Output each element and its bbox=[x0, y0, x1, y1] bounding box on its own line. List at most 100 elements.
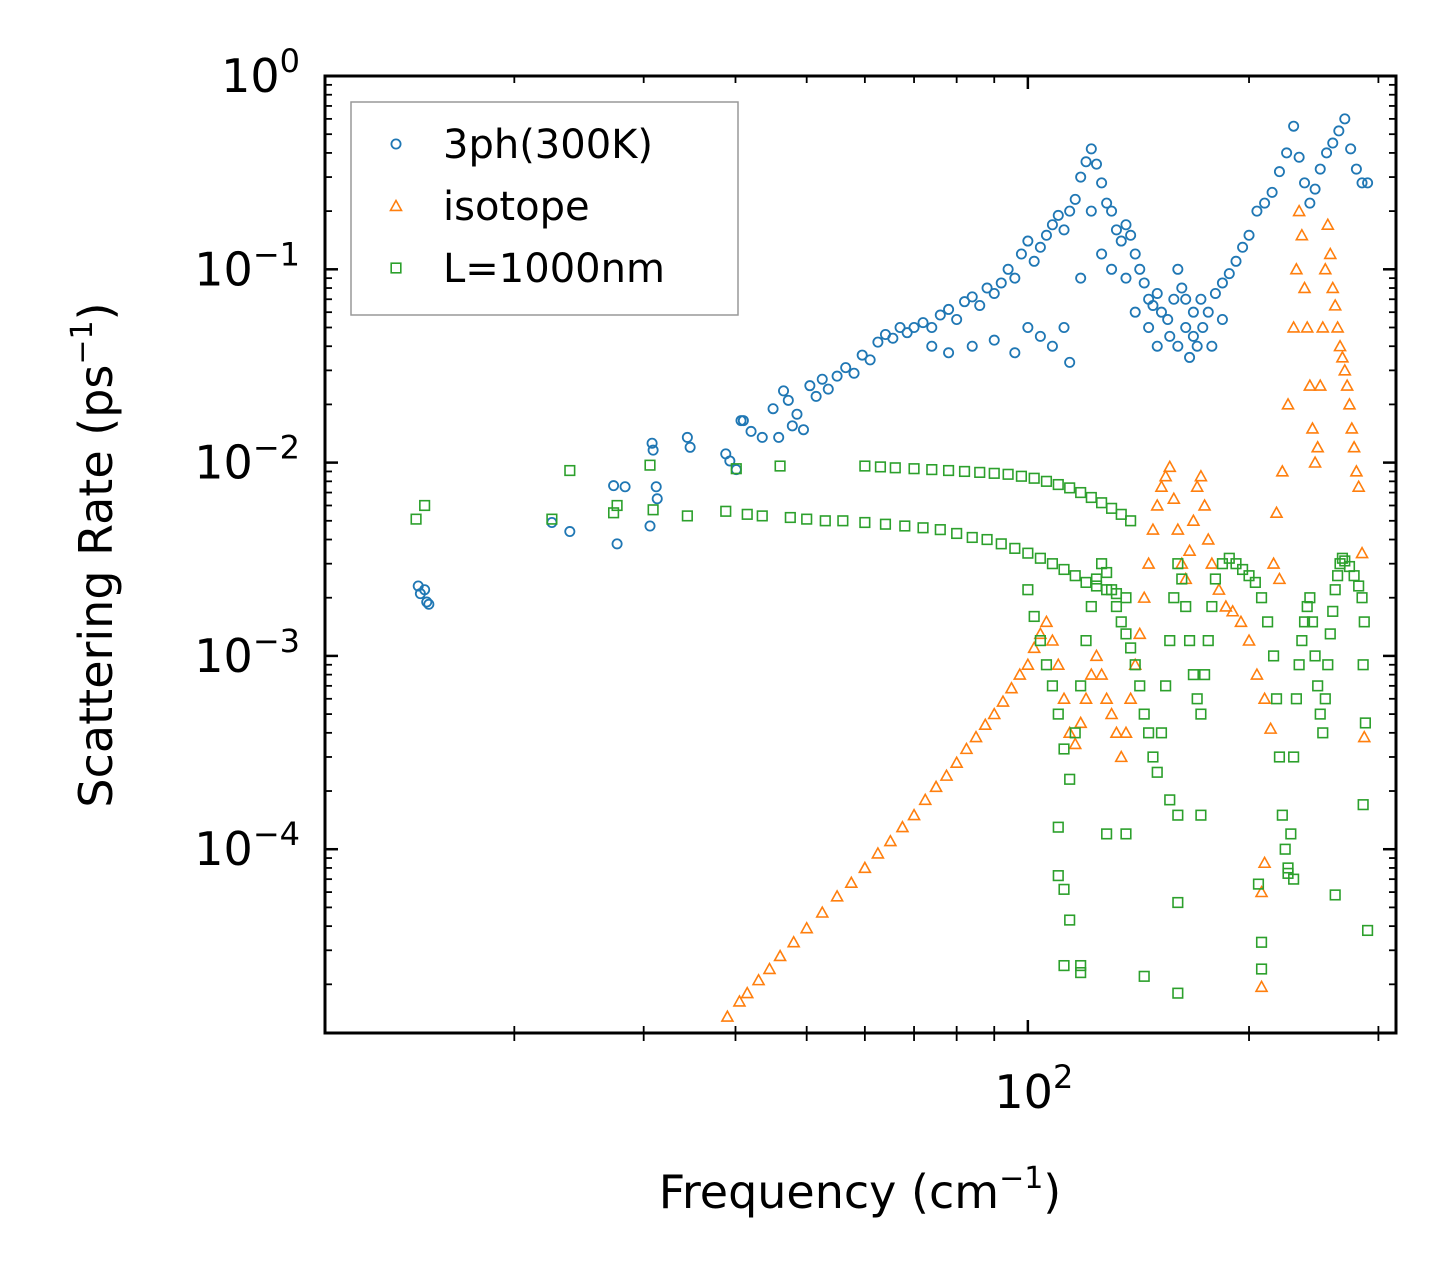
data-point bbox=[1254, 884, 1269, 898]
plot-frame bbox=[323, 74, 1398, 1035]
data-point bbox=[1349, 464, 1364, 477]
data-point bbox=[1250, 667, 1264, 680]
data-point bbox=[1216, 313, 1228, 325]
data-point bbox=[720, 505, 732, 517]
data-point bbox=[1143, 727, 1155, 739]
data-point bbox=[1358, 616, 1370, 628]
data-point bbox=[1313, 378, 1328, 391]
data-point bbox=[969, 729, 983, 743]
data-point bbox=[1310, 440, 1325, 453]
data-point bbox=[822, 383, 834, 395]
data-point bbox=[1022, 321, 1034, 333]
data-point bbox=[1172, 263, 1184, 275]
data-point bbox=[1288, 873, 1300, 885]
data-point bbox=[1115, 616, 1127, 628]
data-point bbox=[1164, 635, 1176, 647]
data-point bbox=[1305, 421, 1320, 434]
legend: 3ph(300K) isotope L=1000nm bbox=[350, 101, 739, 316]
data-point bbox=[918, 792, 933, 806]
data-point bbox=[1356, 592, 1368, 604]
data-point bbox=[1105, 502, 1118, 514]
data-point bbox=[1147, 299, 1159, 311]
data-point bbox=[978, 717, 993, 731]
data-point bbox=[917, 317, 929, 329]
data-point bbox=[1327, 605, 1339, 617]
data-point bbox=[1347, 440, 1361, 453]
data-point bbox=[773, 431, 785, 443]
y-tick-label: 10−4 bbox=[194, 815, 300, 876]
data-point bbox=[1328, 298, 1343, 311]
data-point bbox=[1329, 584, 1341, 596]
data-point bbox=[1075, 680, 1087, 692]
legend-entry: 3ph(300K) bbox=[390, 122, 653, 168]
data-point bbox=[889, 462, 901, 474]
data-point bbox=[1296, 635, 1308, 647]
data-point bbox=[1317, 727, 1329, 739]
data-point bbox=[1308, 455, 1322, 468]
data-point bbox=[1120, 272, 1132, 284]
data-point bbox=[1195, 293, 1207, 305]
data-point bbox=[1101, 197, 1113, 209]
data-point bbox=[1299, 177, 1311, 189]
data-point bbox=[804, 380, 816, 392]
data-point bbox=[1129, 659, 1141, 671]
series-3ph-300k- bbox=[412, 113, 1374, 610]
data-point bbox=[966, 340, 978, 352]
data-point bbox=[1120, 828, 1132, 840]
data-point bbox=[966, 291, 978, 303]
data-point bbox=[1009, 542, 1021, 554]
data-point bbox=[1052, 478, 1064, 491]
data-point bbox=[1134, 263, 1146, 275]
data-point bbox=[681, 431, 693, 443]
data-point bbox=[647, 444, 659, 456]
data-point bbox=[1125, 642, 1137, 654]
data-point bbox=[1015, 470, 1028, 482]
data-point bbox=[720, 1009, 735, 1022]
data-point bbox=[1187, 669, 1200, 681]
data-point bbox=[1058, 224, 1070, 236]
data-point bbox=[1176, 282, 1188, 294]
data-point bbox=[942, 464, 955, 477]
data-point bbox=[929, 779, 943, 793]
data-point bbox=[1051, 657, 1066, 670]
data-point bbox=[1120, 219, 1132, 231]
data-point bbox=[1080, 576, 1092, 589]
legend-label: 3ph(300K) bbox=[443, 122, 653, 168]
data-point bbox=[419, 584, 431, 596]
data-point bbox=[1206, 600, 1218, 613]
data-point bbox=[901, 327, 913, 339]
data-point bbox=[1230, 255, 1242, 267]
data-point bbox=[1251, 205, 1263, 217]
data-point bbox=[1184, 351, 1196, 363]
data-point bbox=[1132, 626, 1147, 640]
data-point bbox=[1180, 293, 1192, 305]
series-l-1000nm bbox=[410, 459, 1374, 999]
data-point bbox=[1359, 717, 1371, 729]
data-point bbox=[1191, 693, 1203, 705]
data-point bbox=[1084, 667, 1099, 680]
data-point bbox=[1022, 584, 1034, 596]
data-point bbox=[1202, 306, 1214, 318]
data-point bbox=[819, 515, 831, 527]
data-point bbox=[988, 467, 1000, 479]
data-point bbox=[1266, 186, 1278, 198]
series-isotope bbox=[720, 203, 1372, 1022]
data-point bbox=[1342, 397, 1357, 410]
data-point bbox=[848, 367, 860, 379]
data-point bbox=[926, 340, 938, 352]
data-point bbox=[1187, 306, 1199, 318]
data-point bbox=[1052, 209, 1064, 221]
data-point bbox=[1120, 592, 1132, 604]
data-point bbox=[1197, 498, 1212, 511]
data-point bbox=[1180, 321, 1192, 333]
data-point bbox=[1225, 604, 1240, 617]
data-point bbox=[1315, 320, 1330, 333]
data-point bbox=[737, 415, 749, 427]
data-point bbox=[782, 394, 794, 406]
data-point bbox=[887, 332, 899, 344]
data-point bbox=[837, 515, 849, 527]
data-point bbox=[1257, 691, 1272, 704]
data-point bbox=[1064, 482, 1076, 494]
data-point bbox=[684, 441, 696, 453]
data-point bbox=[1155, 306, 1167, 318]
